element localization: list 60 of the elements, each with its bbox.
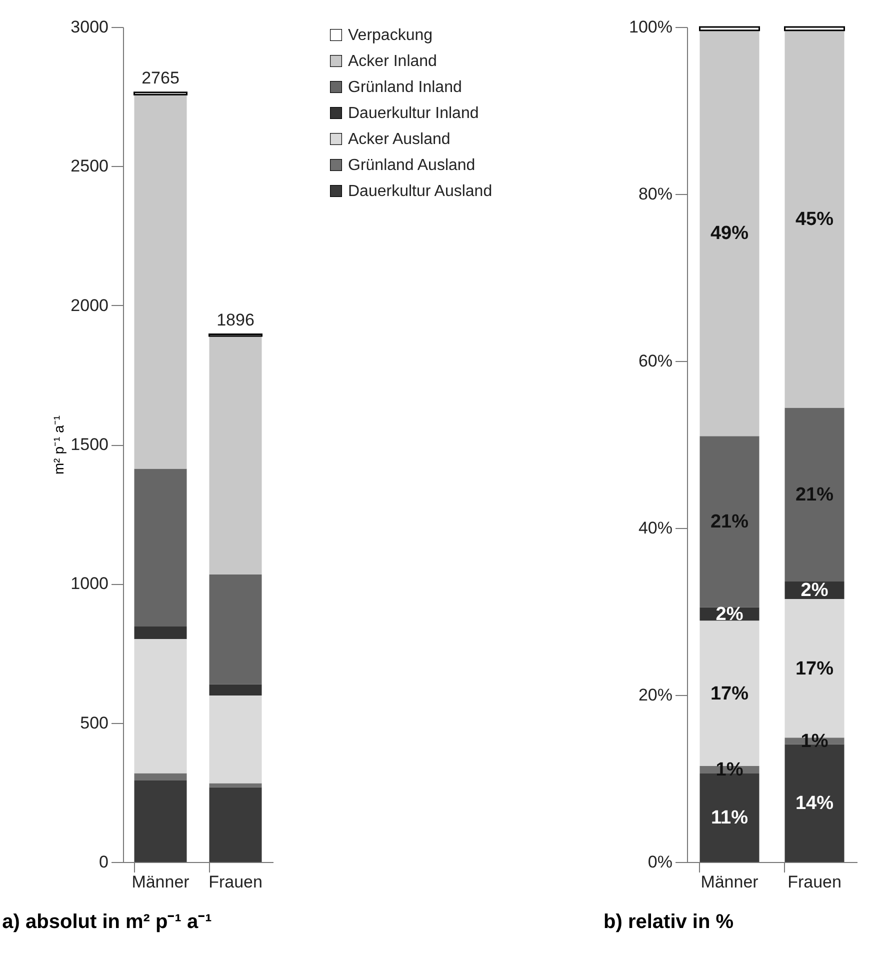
- text: b) relativ in %: [604, 911, 734, 933]
- x-tick-label: Männer: [132, 872, 190, 892]
- y-tick-label: 40%: [638, 518, 672, 538]
- y-tick-label: 2000: [70, 296, 108, 315]
- data-label: 1%: [716, 760, 744, 781]
- y-tick-label: 100%: [629, 18, 672, 36]
- data-label: 49%: [710, 223, 749, 244]
- y-tick-label: 2500: [70, 156, 108, 176]
- y-tick-label: 60%: [638, 352, 672, 370]
- y-tick-label: 80%: [638, 184, 672, 204]
- bar: [784, 30, 844, 408]
- y-tick-label: 0: [99, 852, 108, 872]
- total-label: 1896: [216, 310, 254, 330]
- data-label: 1%: [800, 730, 828, 752]
- bar: [700, 436, 760, 608]
- bar: [209, 574, 262, 684]
- y-tick-label: 20%: [638, 686, 672, 704]
- bar: [134, 92, 188, 96]
- legend-label: Grünland Ausland: [348, 157, 476, 174]
- text: a) absolut in m² p⁻¹ a⁻¹: [2, 911, 212, 933]
- data-label: 14%: [795, 793, 834, 814]
- legend-label: Acker Ausland: [348, 131, 450, 148]
- bar: [134, 94, 187, 469]
- x-tick-label: Frauen: [788, 872, 842, 892]
- y-tick-label: 1000: [70, 574, 108, 594]
- data-label: 17%: [795, 658, 834, 680]
- y-tick-label: 500: [80, 713, 108, 732]
- data-label: 2%: [716, 604, 744, 626]
- data-label: 45%: [795, 209, 834, 230]
- y-tick-label: 1500: [70, 435, 108, 454]
- legend-label: Grünland Inland: [348, 79, 462, 96]
- x-tick-label: Frauen: [208, 872, 262, 892]
- bar: [699, 26, 760, 32]
- legend-label: Verpackung: [348, 27, 433, 44]
- total-label: 2765: [142, 68, 180, 88]
- bar: [209, 783, 262, 788]
- x-tick-label: Männer: [700, 872, 759, 892]
- bar: [784, 408, 844, 582]
- y-tick-label: 0%: [648, 852, 672, 872]
- bar: [134, 773, 187, 780]
- legend-label: Dauerkultur Inland: [348, 105, 479, 122]
- bar: [209, 696, 262, 784]
- bar: [700, 30, 760, 436]
- bar: [209, 684, 262, 696]
- y-axis-title: m² p⁻¹ a⁻¹: [50, 415, 67, 474]
- bar: [209, 787, 262, 862]
- bar: [209, 336, 262, 574]
- bar: [134, 468, 187, 627]
- data-label: 2%: [800, 580, 828, 602]
- bar: [134, 780, 187, 862]
- bar: [134, 626, 187, 640]
- legend-label: Acker Inland: [348, 53, 437, 70]
- data-label: 17%: [710, 683, 749, 704]
- data-label: 11%: [711, 808, 748, 829]
- data-label: 21%: [795, 484, 834, 506]
- bar: [784, 26, 845, 32]
- data-label: 21%: [710, 512, 749, 533]
- bar: [134, 639, 187, 774]
- y-tick-label: 3000: [70, 18, 108, 36]
- legend-label: Dauerkultur Ausland: [348, 183, 492, 200]
